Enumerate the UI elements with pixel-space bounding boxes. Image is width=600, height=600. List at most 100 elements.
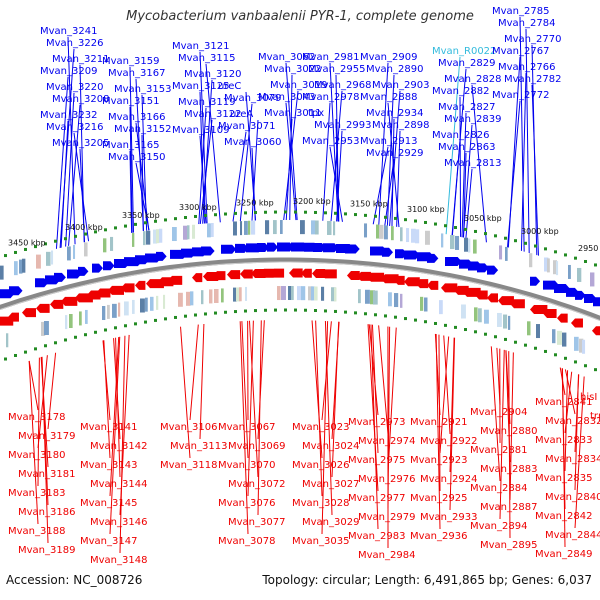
forward-gene-label: Mvan_3122 [184, 109, 241, 120]
forward-gene-label: Mvan_2909 [360, 52, 417, 63]
outer-tick-marker [284, 210, 287, 214]
reverse-feature-block [582, 339, 586, 354]
forward-feature-block [376, 224, 379, 239]
inner-tick-marker [234, 310, 237, 314]
forward-gene-label: Mvan_2785 [492, 6, 549, 17]
reverse-connector [311, 320, 323, 459]
reverse-feature-block [112, 303, 117, 318]
inner-tick-marker [314, 309, 317, 313]
reverse-feature-block [150, 296, 154, 311]
reverse-gene-arrow [312, 269, 326, 279]
forward-feature-block [455, 235, 460, 250]
reverse-gene-label: Mvan_2924 [420, 474, 477, 485]
reverse-connector [180, 326, 191, 459]
outer-tick-marker [94, 230, 97, 234]
reverse-gene-label: Mvan_2883 [480, 464, 537, 475]
outer-tick-marker [514, 239, 517, 243]
forward-gene-label: Mvan_3166 [108, 112, 165, 123]
forward-feature-block [143, 231, 146, 246]
forward-feature-block [556, 261, 559, 276]
reverse-feature-block [497, 312, 502, 327]
inner-tick-marker [534, 346, 537, 350]
outer-tick-marker [44, 242, 47, 246]
forward-gene-arrow [267, 242, 279, 252]
forward-gene-label: Mvan_3119 [178, 97, 235, 108]
forward-feature-block [553, 260, 558, 275]
reverse-feature-block [65, 315, 68, 330]
reverse-gene-arrow [108, 285, 125, 295]
reverse-gene-arrow [441, 283, 458, 293]
forward-feature-block [36, 254, 41, 269]
reverse-feature-block [536, 324, 540, 339]
reverse-feature-block [163, 294, 166, 309]
reverse-connector [119, 335, 126, 554]
outer-tick-marker [334, 211, 337, 215]
reverse-gene-arrow [8, 312, 19, 322]
reverse-gene-label: Mvan_2832 [545, 416, 600, 427]
forward-feature-block [187, 225, 190, 240]
forward-gene-label: Mvan_3060 [224, 137, 281, 148]
forward-feature-block [248, 220, 251, 235]
kbp-tick-label: 3250 kbp [236, 198, 274, 207]
reverse-feature-block [41, 321, 46, 336]
reverse-feature-block [118, 302, 121, 317]
outer-tick-marker [584, 259, 587, 263]
kbp-tick-label: 3350 kbp [122, 211, 160, 220]
forward-gene-arrow [554, 283, 570, 293]
reverse-gene-arrow [571, 318, 583, 328]
reverse-connector [37, 355, 48, 449]
reverse-gene-label: Mvan_2844 [545, 530, 600, 541]
reverse-gene-label: Mvan_3141 [80, 422, 137, 433]
outer-tick-marker [434, 222, 437, 226]
outer-tick-marker [34, 245, 37, 249]
forward-connector [471, 84, 487, 243]
reverse-connector [257, 320, 265, 440]
inner-tick-marker [444, 323, 447, 327]
kbp-tick-label: 2950 kbp [578, 244, 600, 253]
outer-tick-marker [484, 232, 487, 236]
reverse-connector [248, 320, 259, 478]
reverse-gene-label: Mvan_3113 [170, 441, 227, 452]
forward-gene-arrow [103, 261, 115, 271]
forward-gene-label: Mvan_2767 [492, 46, 549, 57]
reverse-feature-block [503, 314, 508, 329]
reverse-gene-label: Mvan_3142 [90, 441, 147, 452]
kbp-tick-label: 3050 kbp [464, 214, 502, 223]
reverse-gene-label: Mvan_2904 [470, 407, 527, 418]
inner-tick-marker [264, 308, 267, 312]
reverse-gene-arrow [192, 273, 203, 283]
forward-feature-block [0, 265, 4, 280]
reverse-gene-label: trpC [590, 411, 600, 422]
outer-tick-marker [14, 250, 17, 254]
inner-tick-marker [184, 314, 187, 318]
outer-tick-marker [144, 221, 147, 225]
inner-tick-marker [544, 349, 547, 353]
outer-tick-marker [224, 212, 227, 216]
inner-tick-marker [484, 332, 487, 336]
forward-feature-block [464, 237, 469, 252]
reverse-feature-block [233, 287, 237, 302]
reverse-feature-block [291, 286, 294, 301]
reverse-gene-label: Mvan_3143 [80, 460, 137, 471]
reverse-feature-block [484, 309, 489, 324]
inner-tick-marker [354, 311, 357, 315]
forward-gene-label: Mvan_2770 [504, 34, 561, 45]
forward-gene-arrow [78, 266, 89, 276]
forward-connector [451, 140, 461, 236]
outer-tick-marker [394, 216, 397, 220]
inner-tick-marker [54, 341, 57, 345]
outer-tick-marker [304, 210, 307, 214]
forward-feature-block [364, 223, 368, 238]
forward-connector [251, 119, 259, 221]
reverse-connector [47, 352, 57, 430]
forward-feature-block [499, 245, 503, 260]
forward-gene-label: Mvan_3062 [258, 52, 315, 63]
reverse-gene-label: Mvan_3077 [228, 517, 285, 528]
outer-tick-marker [254, 211, 257, 215]
forward-gene-arrow [477, 263, 489, 273]
reverse-feature-block [132, 299, 135, 314]
inner-tick-marker [174, 315, 177, 319]
reverse-gene-label: Mvan_3035 [292, 536, 349, 547]
outer-tick-marker [344, 212, 347, 216]
kbp-tick-label: 3100 kbp [407, 205, 445, 214]
